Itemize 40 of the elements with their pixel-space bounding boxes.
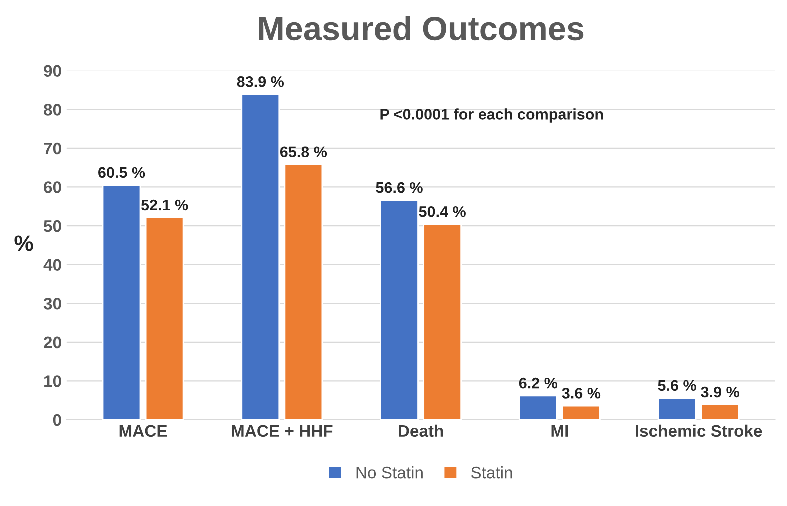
bar [102, 184, 142, 420]
bar [658, 398, 697, 420]
legend-label: Statin [471, 466, 512, 479]
bar [700, 404, 740, 420]
legend-label: No Statin [356, 466, 423, 479]
data-label: 52.1 % [141, 200, 188, 211]
bar [145, 217, 184, 420]
x-tick-label: MI [552, 425, 568, 437]
chart-title: Measured Outcomes [259, 16, 584, 41]
data-label: 3.6 % [562, 388, 601, 399]
data-label: 3.9 % [701, 386, 740, 398]
bar [284, 164, 324, 420]
x-tick-label: MACE + HHF [232, 425, 333, 438]
y-axis-title: % [14, 236, 34, 252]
data-label: 83.9 % [237, 76, 284, 88]
x-tick-label: Ischemic Stroke [636, 424, 762, 438]
bar [423, 224, 462, 420]
y-tick-label: 50 [44, 220, 62, 232]
y-tick-label: 60 [44, 182, 62, 194]
y-tick-label: 20 [44, 336, 62, 349]
annotation: P <0.0001 for each comparison [380, 108, 604, 123]
x-tick-label: Death [399, 424, 444, 438]
y-tick-label: 80 [44, 104, 62, 116]
data-label: 50.4 % [419, 206, 466, 218]
bar [380, 200, 419, 420]
data-label: 5.6 % [658, 380, 696, 392]
y-tick-label: 90 [44, 65, 62, 78]
data-label: 56.6 % [376, 182, 423, 194]
bar [241, 94, 280, 420]
bar [562, 405, 601, 420]
y-tick-label: 10 [44, 376, 62, 388]
data-label: 6.2 % [519, 378, 558, 389]
bar [518, 395, 558, 420]
y-tick-label: 40 [44, 259, 62, 272]
y-tick-label: 70 [44, 142, 62, 155]
y-tick-label: 0 [53, 414, 62, 426]
y-tick-label: 30 [44, 298, 62, 310]
data-label: 60.5 % [98, 167, 146, 178]
data-label: 65.8 % [280, 146, 328, 158]
x-tick-label: MACE [120, 425, 168, 438]
